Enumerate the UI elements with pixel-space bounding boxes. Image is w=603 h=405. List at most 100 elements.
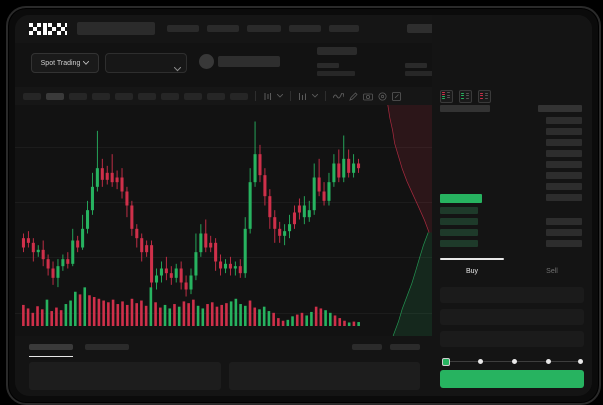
slider-step-50[interactable] xyxy=(512,359,517,364)
orderbook-ask-row[interactable] xyxy=(432,128,592,135)
orderbook-amount-cell xyxy=(546,194,582,201)
nav-user-block[interactable] xyxy=(407,24,441,33)
orderbook-bids-icon[interactable] xyxy=(459,89,472,103)
nav-item-2[interactable] xyxy=(207,25,239,32)
orderbook-ask-row[interactable] xyxy=(432,139,592,146)
timeframe-3[interactable] xyxy=(69,92,87,100)
toolbar-divider xyxy=(325,91,326,101)
chart-gridline-3 xyxy=(15,312,432,314)
chevron-down-icon[interactable] xyxy=(312,94,318,98)
orderbook-ask-row[interactable] xyxy=(432,183,592,190)
indicators-icon[interactable] xyxy=(298,92,307,101)
chart-gridline-0 xyxy=(15,146,432,148)
orderbook-both-icon[interactable] xyxy=(440,89,453,103)
nav-item-1[interactable] xyxy=(167,25,199,32)
nav-item-3[interactable] xyxy=(247,25,281,32)
slider-handle[interactable] xyxy=(442,358,450,366)
orders-card-2[interactable] xyxy=(228,362,420,390)
nav-item-5[interactable] xyxy=(329,25,359,32)
line-chart-icon[interactable] xyxy=(333,92,344,100)
pair-name-label xyxy=(218,56,280,67)
slider-step-75[interactable] xyxy=(546,359,551,364)
orders-action-2[interactable] xyxy=(390,344,420,350)
orderbook-ask-row[interactable] xyxy=(432,117,592,124)
timeframe-4[interactable] xyxy=(92,92,110,100)
market-stat-2-label xyxy=(405,63,427,68)
orderbook-amount-cell xyxy=(546,229,582,236)
orderbook-price-cell xyxy=(440,207,478,214)
orderbook-view-toggles xyxy=(432,87,592,105)
orderbook-ask-row[interactable] xyxy=(432,161,592,168)
pair-price-block xyxy=(317,47,357,55)
pencil-icon[interactable] xyxy=(349,91,358,101)
orderbook-amount-cell xyxy=(546,218,582,225)
timeframe-5[interactable] xyxy=(115,92,133,100)
orderbook-bid-row[interactable] xyxy=(432,207,592,214)
orderbook-price-cell xyxy=(440,117,478,124)
market-stat-2-value xyxy=(405,71,443,76)
orderbook-bid-row[interactable] xyxy=(432,240,592,247)
orderbook-header-row xyxy=(432,105,592,112)
depth-chart xyxy=(387,105,432,336)
tab-open-orders[interactable] xyxy=(29,344,73,357)
tab-order-history[interactable] xyxy=(85,344,129,350)
orderbook-bid-row[interactable] xyxy=(432,218,592,225)
orderbook-price-cell xyxy=(440,128,478,135)
orderbook-last-price-row[interactable] xyxy=(432,194,592,203)
timeframe-1[interactable] xyxy=(23,92,41,100)
tab-buy[interactable]: Buy xyxy=(432,258,512,282)
market-stat-2 xyxy=(405,63,443,76)
market-stat-1-value xyxy=(317,71,355,76)
toolbar-divider xyxy=(290,91,291,101)
timeframe-6[interactable] xyxy=(138,92,156,100)
toolbar-divider xyxy=(255,91,256,101)
last-price-highlight xyxy=(440,194,482,203)
orderbook-price-cell xyxy=(440,172,478,179)
orderbook-asks-icon[interactable] xyxy=(478,89,491,103)
search-input[interactable] xyxy=(77,22,155,35)
candlestick-chart-icon[interactable] xyxy=(263,92,272,101)
timeframe-10[interactable] xyxy=(230,92,248,100)
okx-logo[interactable] xyxy=(29,23,67,35)
amount-field[interactable] xyxy=(440,309,584,325)
orderbook-price-cell xyxy=(440,139,478,146)
orderbook-amount-cell xyxy=(546,161,582,168)
tab-sell[interactable]: Sell xyxy=(546,267,558,275)
settings-icon[interactable] xyxy=(378,92,387,101)
orderbook-amount-cell xyxy=(546,172,582,179)
orders-actions xyxy=(352,344,420,350)
orderbook-ask-row[interactable] xyxy=(432,172,592,179)
chevron-down-icon xyxy=(173,59,182,77)
orderbook-rows[interactable] xyxy=(432,105,592,255)
orders-card-1[interactable] xyxy=(29,362,221,390)
timeframe-2[interactable] xyxy=(46,92,64,100)
market-stat-1 xyxy=(317,63,355,76)
orderbook-price-cell xyxy=(440,161,478,168)
camera-icon[interactable] xyxy=(363,92,373,101)
timeframe-7[interactable] xyxy=(161,92,179,100)
price-chart[interactable] xyxy=(15,105,432,336)
fullscreen-icon[interactable] xyxy=(392,91,401,101)
orderbook-amount-cell xyxy=(546,183,582,190)
amount-percent-slider[interactable] xyxy=(442,358,583,366)
spot-trading-button[interactable]: Spot Trading xyxy=(31,53,99,73)
slider-step-25[interactable] xyxy=(478,359,483,364)
slider-step-100[interactable] xyxy=(578,359,583,364)
orders-cards xyxy=(29,362,420,390)
total-field[interactable] xyxy=(440,331,584,347)
price-field[interactable] xyxy=(440,287,584,303)
trading-pair-select[interactable] xyxy=(105,53,187,73)
timeframe-9[interactable] xyxy=(207,92,225,100)
orders-action-1[interactable] xyxy=(352,344,382,350)
chevron-down-icon[interactable] xyxy=(277,94,283,98)
nav-item-4[interactable] xyxy=(289,25,321,32)
market-stat-1-label xyxy=(317,63,339,68)
timeframe-8[interactable] xyxy=(184,92,202,100)
orderbook-ask-row[interactable] xyxy=(432,150,592,157)
pair-avatar-icon xyxy=(199,54,214,69)
orderbook-price-cell xyxy=(440,218,478,225)
submit-buy-button[interactable] xyxy=(440,370,584,388)
orderbook-col-price xyxy=(440,105,490,112)
volume-series xyxy=(22,287,360,326)
orderbook-bid-row[interactable] xyxy=(432,229,592,236)
